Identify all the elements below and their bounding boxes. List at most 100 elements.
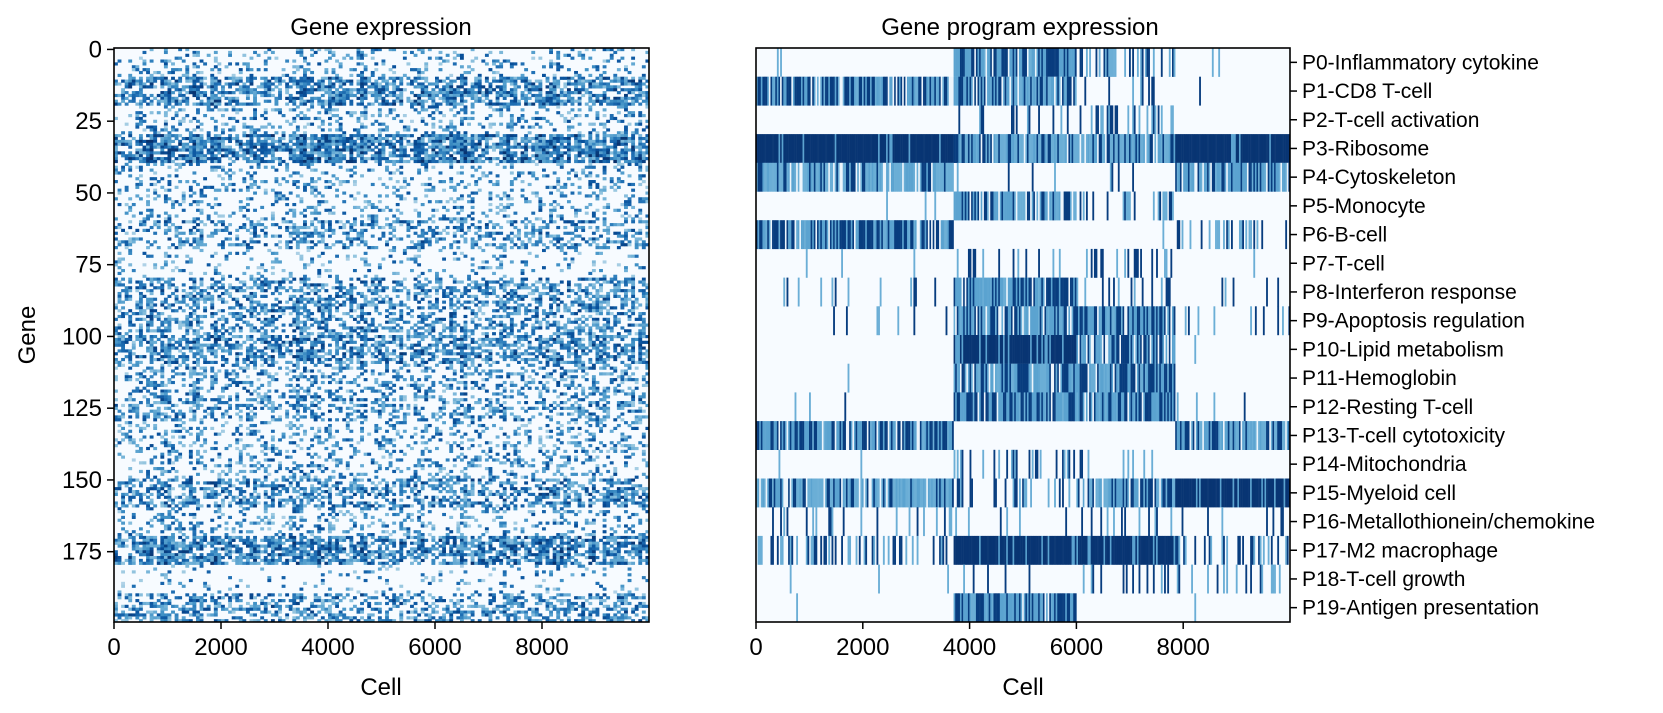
gene-expression-cell xyxy=(292,599,297,603)
gene-expression-cell xyxy=(171,380,175,385)
gene-expression-cell xyxy=(160,613,165,617)
gene-expression-cell xyxy=(210,487,215,491)
gene-expression-cell xyxy=(295,136,300,141)
gene-expression-cell xyxy=(114,151,118,155)
gene-expression-cell xyxy=(306,446,311,451)
gene-expression-cell xyxy=(188,550,193,554)
gene-expression-cell xyxy=(196,426,200,431)
gene-expression-cell xyxy=(310,99,315,103)
gene-expression-cell xyxy=(310,53,315,57)
gene-expression-cell xyxy=(185,337,190,342)
gene-expression-cell xyxy=(146,125,150,129)
gene-expression-cell xyxy=(270,550,275,554)
gene-expression-cell xyxy=(163,601,168,606)
gene-expression-cell xyxy=(210,426,215,431)
gene-expression-cell xyxy=(274,538,279,542)
gene-expression-cell xyxy=(238,501,243,505)
gene-expression-cell xyxy=(156,481,161,485)
gene-expression-cell xyxy=(138,337,143,342)
gene-expression-cell xyxy=(163,432,168,436)
gene-expression-cell xyxy=(278,125,282,129)
gene-expression-cell xyxy=(228,469,232,474)
gene-expression-cell xyxy=(224,257,229,261)
gene-expression-cell xyxy=(263,538,268,542)
gene-expression-cell xyxy=(328,111,332,115)
gene-expression-cell xyxy=(174,544,179,548)
gene-expression-cell xyxy=(188,79,193,83)
gene-expression-cell xyxy=(117,202,122,207)
gene-expression-cell xyxy=(128,378,133,382)
gene-expression-cell xyxy=(303,409,307,413)
gene-expression-cell xyxy=(270,134,275,138)
gene-expression-cell xyxy=(156,157,161,161)
gene-expression-cell xyxy=(213,312,218,316)
gene-expression-cell xyxy=(238,142,243,146)
gene-expression-cell xyxy=(335,194,339,198)
gene-expression-cell xyxy=(274,145,279,149)
gene-expression-cell xyxy=(335,335,339,339)
gene-expression-cell xyxy=(146,366,150,370)
gene-expression-cell xyxy=(231,73,236,77)
gene-expression-cell xyxy=(217,553,222,557)
gene-expression-cell xyxy=(146,446,150,451)
gene-expression-cell xyxy=(295,343,300,347)
gene-expression-cell xyxy=(217,432,222,436)
gene-expression-cell xyxy=(210,151,215,155)
gene-expression-cell xyxy=(185,392,190,396)
gene-expression-cell xyxy=(138,286,143,290)
gene-expression-cell xyxy=(242,475,247,479)
gene-expression-cell xyxy=(160,392,165,396)
gene-expression-cell xyxy=(199,297,204,301)
gene-expression-cell xyxy=(228,464,232,468)
gene-expression-cell xyxy=(149,291,154,296)
gene-expression-cell xyxy=(185,484,190,488)
gene-expression-cell xyxy=(185,340,190,344)
gene-expression-cell xyxy=(206,96,211,100)
gene-expression-cell xyxy=(167,214,172,218)
gene-expression-cell xyxy=(245,355,250,359)
gene-expression-cell xyxy=(117,335,122,339)
gene-expression-cell xyxy=(249,286,254,290)
gene-expression-cell xyxy=(303,487,307,491)
gene-expression-cell xyxy=(117,487,122,491)
gene-expression-cell xyxy=(288,518,293,522)
gene-expression-cell xyxy=(267,495,272,499)
gene-expression-cell xyxy=(292,180,297,184)
gene-expression-cell xyxy=(310,185,315,189)
gene-expression-cell xyxy=(256,604,261,608)
gene-expression-cell xyxy=(335,286,339,290)
gene-expression-cell xyxy=(153,151,158,155)
gene-expression-cell xyxy=(331,148,336,152)
gene-expression-cell xyxy=(181,142,186,146)
gene-expression-cell xyxy=(281,329,286,333)
gene-expression-cell xyxy=(178,134,183,138)
gene-expression-cell xyxy=(196,555,200,560)
gene-expression-cell xyxy=(253,96,257,100)
gene-expression-cell xyxy=(313,151,318,155)
gene-expression-cell xyxy=(256,478,261,482)
gene-expression-cell xyxy=(310,297,315,301)
gene-expression-cell xyxy=(303,553,307,557)
gene-expression-cell xyxy=(238,303,243,307)
gene-expression-cell xyxy=(278,498,282,502)
gene-expression-cell xyxy=(285,409,290,413)
gene-expression-cell xyxy=(313,435,318,439)
gene-expression-cell xyxy=(292,108,297,112)
gene-expression-cell xyxy=(114,142,118,146)
gene-expression-cell xyxy=(149,544,154,548)
gene-expression-cell xyxy=(228,337,232,342)
gene-expression-cell xyxy=(256,461,261,465)
gene-expression-cell xyxy=(153,455,158,459)
gene-expression-cell xyxy=(295,352,300,356)
gene-expression-cell xyxy=(178,148,183,152)
gene-expression-cell xyxy=(324,438,329,442)
gene-expression-cell xyxy=(213,231,218,235)
gene-expression-cell xyxy=(117,257,122,261)
gene-expression-cell xyxy=(217,157,222,161)
gene-expression-cell xyxy=(163,59,168,63)
gene-expression-cell xyxy=(235,76,240,80)
gene-expression-cell xyxy=(317,274,322,278)
gene-expression-cell xyxy=(221,139,225,144)
gene-expression-cell xyxy=(146,504,150,508)
gene-expression-cell xyxy=(221,246,225,250)
